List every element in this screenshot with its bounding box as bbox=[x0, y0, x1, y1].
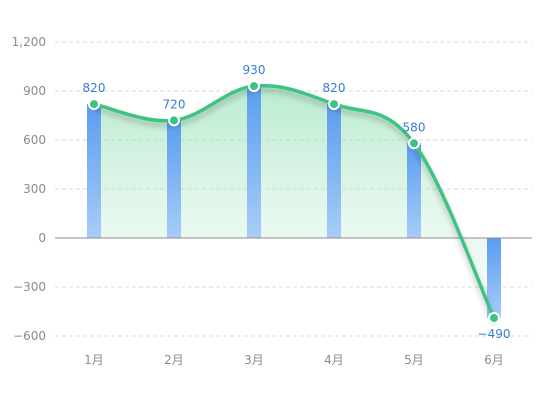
area-fill bbox=[94, 85, 494, 319]
x-tick-label: 1月 bbox=[84, 353, 104, 367]
x-tick-label: 6月 bbox=[484, 353, 504, 367]
y-tick-label: 1,200 bbox=[12, 35, 46, 49]
y-tick-label: 300 bbox=[23, 182, 46, 196]
data-point bbox=[248, 80, 260, 93]
data-label: 820 bbox=[83, 81, 106, 95]
x-tick-label: 5月 bbox=[404, 353, 424, 367]
x-tick-label: 4月 bbox=[324, 353, 344, 367]
x-axis-ticks: 1月 2月 3月 4月 5月 6月 bbox=[84, 353, 504, 367]
data-point bbox=[408, 137, 420, 150]
data-label: −490 bbox=[478, 327, 511, 341]
data-label: 820 bbox=[323, 81, 346, 95]
y-tick-label: 600 bbox=[23, 133, 46, 147]
data-point bbox=[488, 312, 500, 325]
data-labels: 820 720 930 820 580 −490 bbox=[83, 63, 511, 341]
data-points bbox=[88, 80, 500, 325]
y-tick-label: 0 bbox=[38, 231, 46, 245]
data-label: 580 bbox=[403, 120, 426, 134]
x-tick-label: 2月 bbox=[164, 353, 184, 367]
x-tick-label: 3月 bbox=[244, 353, 264, 367]
data-point bbox=[88, 98, 100, 111]
data-point bbox=[168, 114, 180, 127]
y-tick-label: −300 bbox=[13, 280, 46, 294]
y-axis-ticks: 1,200 900 600 300 0 −300 −600 bbox=[12, 35, 46, 343]
data-label: 720 bbox=[163, 97, 186, 111]
bar bbox=[87, 104, 101, 238]
bar bbox=[407, 143, 421, 238]
y-tick-label: −600 bbox=[13, 329, 46, 343]
bar bbox=[167, 120, 181, 238]
bars bbox=[87, 86, 501, 319]
bar bbox=[247, 86, 261, 238]
data-point bbox=[328, 98, 340, 111]
bar bbox=[487, 238, 501, 319]
area-path bbox=[94, 85, 494, 319]
bar bbox=[327, 104, 341, 238]
data-label: 930 bbox=[243, 63, 266, 77]
y-tick-label: 900 bbox=[23, 84, 46, 98]
